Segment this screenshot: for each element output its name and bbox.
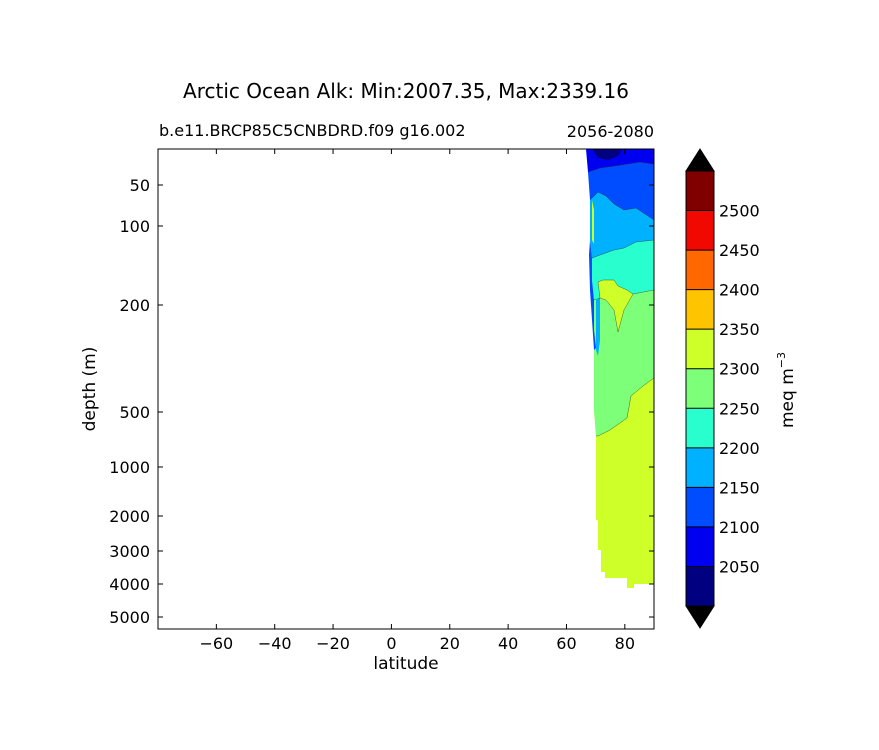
x-tick-label: −60: [199, 634, 233, 653]
colorbar-segment: [686, 408, 714, 448]
contour-band-2200-2250: [592, 240, 654, 300]
x-tick-label: −40: [258, 634, 292, 653]
contour-line: [589, 191, 655, 221]
colorbar-segment: [686, 566, 714, 606]
y-tick-label: 3000: [109, 542, 150, 561]
x-axis: −60 −40 −20 0 20 40 60 80: [199, 149, 635, 653]
colorbar-tick-label: 2100: [719, 518, 760, 537]
colorbar-tick-label: 2500: [719, 202, 760, 221]
colorbar-segment: [686, 289, 714, 330]
x-tick-label: −20: [316, 634, 350, 653]
contour-band-2100-2150: [588, 162, 654, 220]
y-tick-label: 50: [130, 176, 150, 195]
colorbar-segment: [686, 171, 714, 211]
chart-subtitle-right: 2056-2080: [567, 122, 654, 141]
colorbar-extend-max: [685, 148, 715, 172]
y-axis: 50 100 200 500 1000 2000 3000 4000 5000: [109, 176, 654, 627]
colorbar-label-exponent: −3: [775, 352, 788, 368]
contour-band-2000-2050: [592, 149, 622, 160]
y-tick-label: 500: [119, 403, 150, 422]
contour-line: [587, 161, 655, 173]
contour-band-edge-2150-2200: [596, 298, 600, 356]
contour-line: [591, 239, 655, 259]
contour-band-2150-2200: [590, 192, 654, 258]
colorbar-tick-label: 2200: [719, 439, 760, 458]
y-axis-label: depth (m): [80, 347, 100, 432]
colorbar-segment: [686, 250, 714, 290]
chart-title: Arctic Ocean Alk: Min:2007.35, Max:2339.…: [183, 79, 629, 103]
colorbar-tick-label: 2400: [719, 281, 760, 300]
colorbar-segment: [686, 210, 714, 251]
colorbar-segment: [686, 487, 714, 527]
colorbar-tick-label: 2050: [719, 557, 760, 576]
x-tick-label: 40: [498, 634, 518, 653]
plot-frame: [157, 148, 655, 630]
contour-line: [593, 289, 655, 333]
x-tick-label: 20: [440, 634, 460, 653]
x-tick-label: 80: [615, 634, 635, 653]
x-axis-label: latitude: [373, 654, 438, 674]
colorbar-extend-min: [685, 605, 715, 629]
y-tick-label: 1000: [109, 458, 150, 477]
contour-line: [596, 377, 655, 437]
colorbar-segment: [686, 526, 714, 567]
colorbar: 2050 2100 2150 2200 2250 2300 2350 2400 2450 2500: [685, 148, 760, 629]
contour-band-edge-2300-2350: [592, 200, 594, 244]
colorbar-tick-label: 2150: [719, 478, 760, 497]
colorbar-tick-label: 2300: [719, 360, 760, 379]
colorbar-label: meq m−3: [775, 352, 798, 428]
colorbar-segment: [686, 368, 714, 409]
contour-field: [586, 149, 655, 588]
y-tick-label: 5000: [109, 608, 150, 627]
chart-subtitle-left: b.e11.BRCP85C5CNBDRD.f09 g16.002: [159, 121, 466, 140]
plot-area: [158, 149, 654, 629]
contour-band-2300-2350-tongue: [598, 280, 633, 332]
x-tick-label: 60: [556, 634, 576, 653]
colorbar-frame: [685, 170, 715, 607]
y-tick-label: 200: [119, 296, 150, 315]
colorbar-tick-label: 2250: [719, 399, 760, 418]
contour-band-edge-2100-2150: [589, 240, 596, 350]
contour-line: [597, 279, 634, 299]
colorbar-segment: [686, 329, 714, 369]
colorbar-tick-label: 2450: [719, 241, 760, 260]
y-tick-label: 100: [119, 217, 150, 236]
colorbar-label-main: meq m: [778, 368, 798, 428]
y-tick-label: 2000: [109, 507, 150, 526]
x-tick-label: 0: [386, 634, 396, 653]
y-tick-label: 4000: [109, 575, 150, 594]
colorbar-segment: [686, 447, 714, 488]
contour-band-2250-2300: [594, 290, 654, 436]
colorbar-tick-label: 2350: [719, 320, 760, 339]
